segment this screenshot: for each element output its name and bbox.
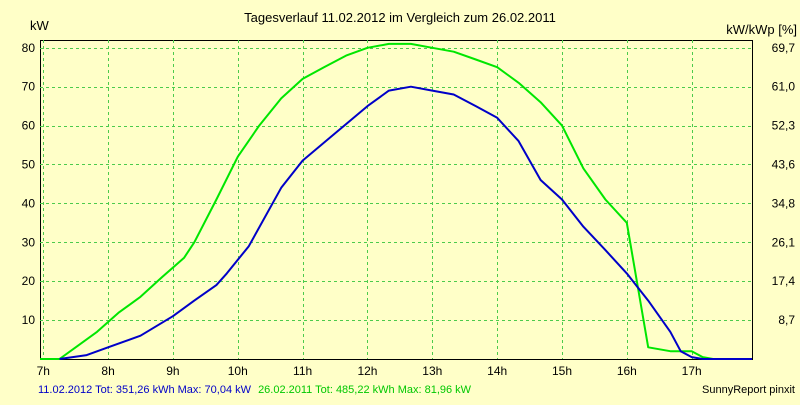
y-tick-label-left: 30 — [22, 235, 36, 249]
y-tick-label-right: 34,8 — [772, 196, 796, 210]
y-tick-label-left: 50 — [22, 157, 36, 171]
y-tick-label-right: 52,3 — [772, 119, 796, 133]
x-tick-label: 10h — [228, 364, 248, 378]
x-tick-label: 12h — [357, 364, 377, 378]
x-tick-label: 8h — [101, 364, 114, 378]
x-tick-label: 14h — [487, 364, 507, 378]
x-tick-label: 13h — [422, 364, 442, 378]
y-tick-label-right: 26,1 — [772, 235, 796, 249]
series-line-1 — [59, 85, 752, 360]
x-tick-label: 7h — [37, 364, 50, 378]
y-tick-label-right: 43,6 — [772, 157, 796, 171]
tick-labels: 7h 8h 9h 10h 11h 12h 13h 14h 15h 16h 17h 10 20 30 40 50… — [22, 41, 796, 378]
y-tick-label-left: 10 — [22, 313, 36, 327]
chart-title: Tagesverlauf 11.02.2012 im Vergleich zum… — [244, 10, 556, 25]
x-tick-label: 17h — [682, 364, 702, 378]
y-axis-label-right: kW/kWp [%] — [726, 22, 797, 37]
grid — [40, 40, 752, 359]
y-tick-label-right: 8,7 — [778, 313, 795, 327]
footer-summary: 11.02.2012 Tot: 351,26 kWh Max: 70,04 kW… — [38, 384, 472, 396]
x-tick-label: 15h — [552, 364, 572, 378]
x-tick-label: 9h — [166, 364, 179, 378]
series-line-2 — [40, 42, 752, 360]
y-tick-label-right: 17,4 — [772, 274, 796, 288]
y-tick-label-left: 80 — [22, 41, 36, 55]
y-axis-label-left: kW — [30, 18, 50, 33]
y-tick-label-left: 70 — [22, 80, 36, 94]
footer-series-1: 11.02.2012 Tot: 351,26 kWh Max: 70,04 kW — [38, 384, 252, 396]
y-tick-label-left: 60 — [22, 119, 36, 133]
y-tick-label-right: 61,0 — [772, 80, 796, 94]
x-tick-label: 11h — [293, 364, 312, 378]
x-tick-label: 16h — [617, 364, 637, 378]
plot-area — [40, 40, 753, 360]
y-tick-label-left: 20 — [22, 274, 36, 288]
footer-series-2: 26.02.2011 Tot: 485,22 kWh Max: 81,96 kW — [258, 384, 472, 396]
y-tick-label-right: 69,7 — [772, 41, 796, 55]
y-tick-label-left: 40 — [22, 196, 36, 210]
series-layer — [40, 42, 752, 360]
footer-credit: SunnyReport pinxit — [702, 384, 795, 396]
